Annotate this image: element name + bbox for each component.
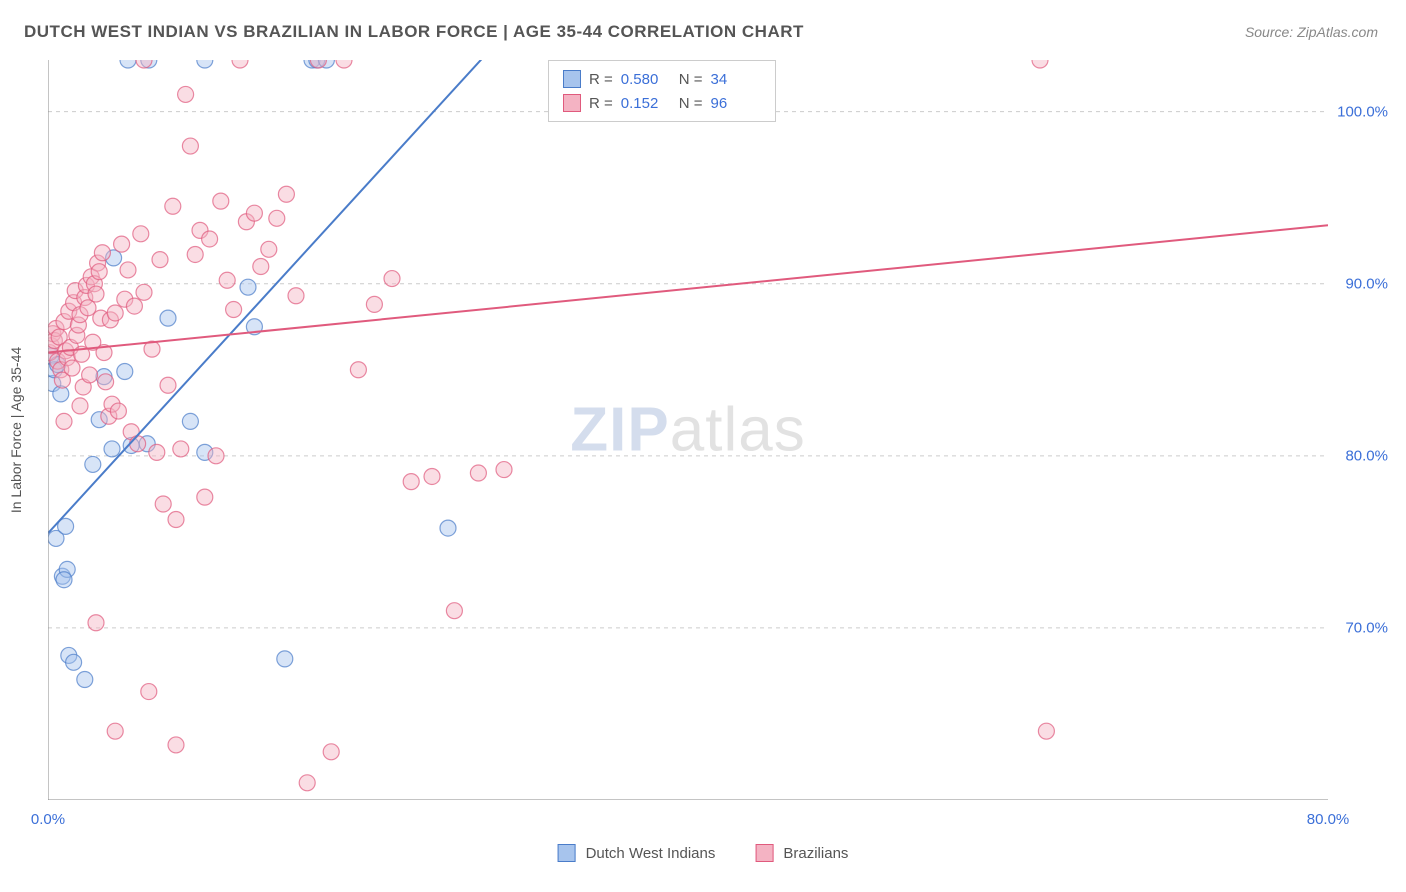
legend-r-label: R = — [589, 71, 613, 88]
legend-swatch-dutch — [563, 70, 581, 88]
legend-n-label: N = — [679, 71, 703, 88]
legend-swatch-dutch-bottom — [558, 844, 576, 862]
legend-swatch-braz-bottom — [755, 844, 773, 862]
x-tick-label: 0.0% — [31, 811, 65, 828]
legend-r-label: R = — [589, 95, 613, 112]
y-tick-label: 80.0% — [1345, 447, 1388, 464]
series-legend: Dutch West Indians Brazilians — [558, 844, 849, 862]
x-tick-label: 80.0% — [1307, 811, 1350, 828]
correlation-legend: R = 0.580 N = 34 R = 0.152 N = 96 — [548, 60, 776, 122]
legend-item-braz: Brazilians — [755, 844, 848, 862]
y-tick-label: 90.0% — [1345, 275, 1388, 292]
legend-r-value-dutch: 0.580 — [621, 71, 671, 88]
y-tick-label: 70.0% — [1345, 619, 1388, 636]
y-tick-label: 100.0% — [1337, 103, 1388, 120]
chart-title: DUTCH WEST INDIAN VS BRAZILIAN IN LABOR … — [24, 22, 804, 42]
y-axis-title: In Labor Force | Age 35-44 — [8, 347, 24, 513]
legend-row-dutch: R = 0.580 N = 34 — [563, 67, 761, 91]
legend-label-dutch: Dutch West Indians — [586, 845, 716, 862]
legend-swatch-braz — [563, 94, 581, 112]
legend-label-braz: Brazilians — [783, 845, 848, 862]
chart-area: In Labor Force | Age 35-44 ZIPatlas R = … — [48, 60, 1328, 800]
legend-n-value-braz: 96 — [711, 95, 761, 112]
legend-row-braz: R = 0.152 N = 96 — [563, 91, 761, 115]
source-attribution: Source: ZipAtlas.com — [1245, 24, 1378, 40]
legend-r-value-braz: 0.152 — [621, 95, 671, 112]
legend-item-dutch: Dutch West Indians — [558, 844, 716, 862]
legend-n-value-dutch: 34 — [711, 71, 761, 88]
legend-n-label: N = — [679, 95, 703, 112]
scatter-plot — [48, 60, 1328, 800]
